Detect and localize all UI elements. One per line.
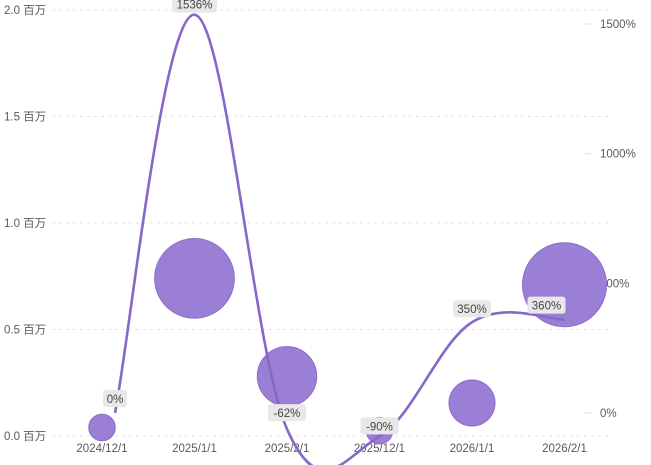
data-label-bg: [103, 390, 127, 407]
y-right-tick-label: 1000%: [600, 149, 636, 161]
data-label: -62%: [274, 408, 301, 420]
bubble-point: [448, 379, 496, 427]
data-label-bg: [527, 296, 566, 314]
y-right-tick-label: 1500%: [600, 19, 636, 31]
data-label: 350%: [457, 304, 486, 316]
y-left-tick-label: 0.5 百万: [4, 325, 46, 337]
data-label: -90%: [366, 421, 393, 433]
y-right-tick-label: 0%: [600, 408, 617, 420]
data-label: 0%: [107, 394, 124, 406]
data-label: 360%: [532, 301, 561, 313]
y-left-tick-label: 1.5 百万: [4, 112, 46, 124]
x-tick-label: 2026/1/1: [450, 443, 495, 455]
x-tick-label: 2026/2/1: [542, 443, 587, 455]
bubble-point: [154, 238, 235, 319]
growth-line: [113, 13, 565, 465]
x-tick-label: 2025/1/1: [172, 443, 217, 455]
bubble-point: [88, 413, 116, 442]
data-label-bg: [268, 404, 306, 422]
data-label-bg: [172, 0, 217, 13]
y-left-tick-label: 0.0 百万: [4, 431, 46, 443]
y-left-tick-label: 2.0 百万: [4, 5, 46, 17]
y-left-tick-label: 1.0 百万: [4, 218, 46, 230]
data-label-bg: [453, 300, 491, 318]
data-label: 1536%: [177, 0, 213, 12]
x-tick-label: 2024/12/1: [76, 443, 127, 455]
y-right-tick-label: 500%: [600, 278, 629, 290]
x-tick-label: 2025/2/1: [265, 443, 310, 455]
data-label-bg: [360, 417, 399, 435]
